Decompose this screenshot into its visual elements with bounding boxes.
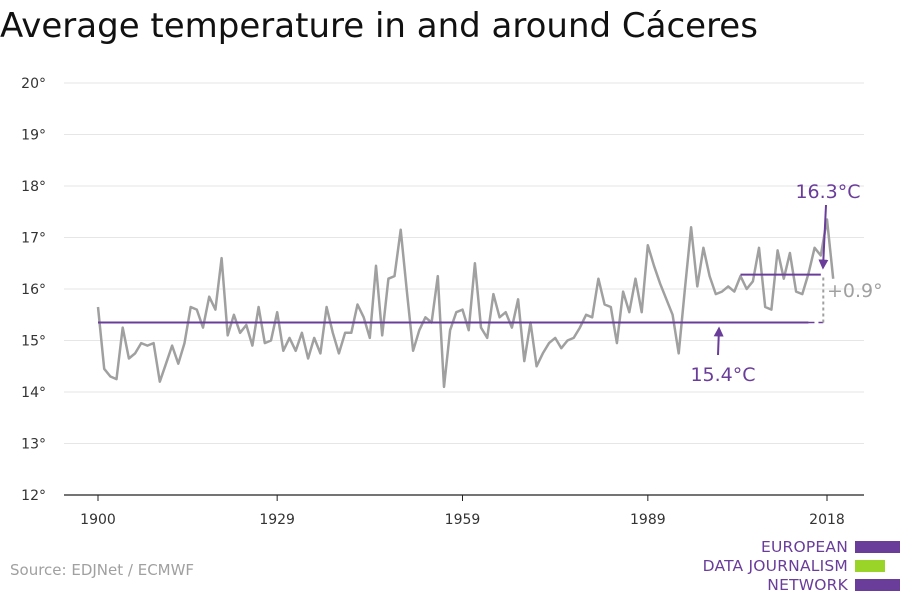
source-note: Source: EDJNet / ECMWF bbox=[10, 561, 195, 579]
y-tick-label: 19° bbox=[21, 128, 46, 144]
logo-bar-green bbox=[855, 560, 885, 572]
logo-line-2: DATA JOURNALISM bbox=[702, 557, 848, 575]
logo-line-3: NETWORK bbox=[767, 576, 848, 594]
difference-label: +0.9° bbox=[827, 280, 883, 302]
chart-title: Average temperature in and around Cácere… bbox=[0, 6, 758, 46]
y-tick-label: 14° bbox=[21, 385, 46, 401]
x-tick-label: 1989 bbox=[630, 512, 666, 528]
baseline-average-label: 15.4°C bbox=[690, 364, 755, 386]
y-tick-label: 13° bbox=[21, 437, 46, 453]
recent-label-arrow bbox=[818, 204, 829, 270]
x-tick-label: 1929 bbox=[259, 512, 295, 528]
y-tick-label: 12° bbox=[21, 488, 46, 504]
x-tick-label: 1959 bbox=[445, 512, 481, 528]
y-tick-label: 20° bbox=[21, 76, 46, 92]
y-tick-label: 17° bbox=[21, 231, 46, 247]
logo-line-1: EUROPEAN bbox=[760, 538, 848, 556]
edjnet-logo: EUROPEAN DATA JOURNALISM NETWORK bbox=[690, 538, 900, 598]
x-tick-label: 1900 bbox=[80, 512, 116, 528]
x-tick-label: 2018 bbox=[809, 512, 845, 528]
logo-bar-purple-bottom bbox=[855, 579, 900, 591]
logo-bar-purple-top bbox=[855, 541, 900, 553]
y-tick-label: 15° bbox=[21, 334, 46, 350]
baseline-label-arrow bbox=[713, 326, 724, 356]
y-tick-label: 16° bbox=[21, 282, 46, 298]
temperature-series-line bbox=[96, 218, 835, 389]
y-tick-label: 18° bbox=[21, 179, 46, 195]
recent-average-label: 16.3°C bbox=[795, 181, 860, 203]
